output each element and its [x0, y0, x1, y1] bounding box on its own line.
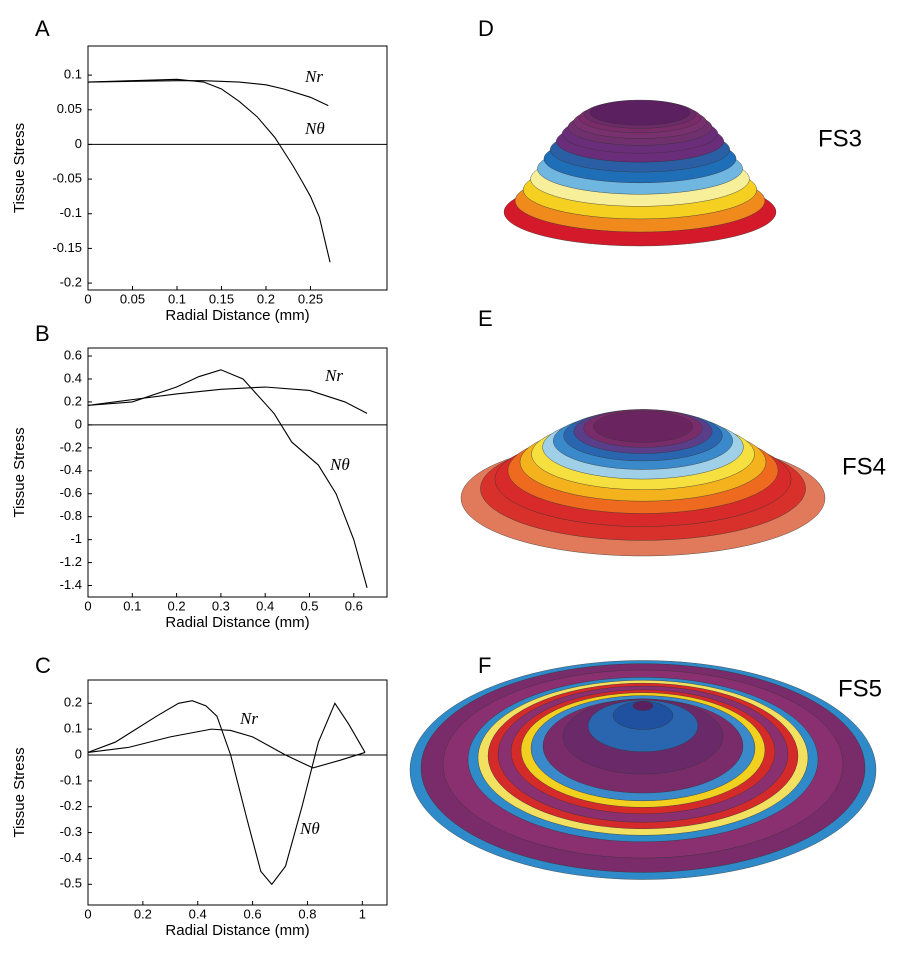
y-tick-label: -1.2 — [60, 554, 82, 569]
y-axis-label: Tissue Stress — [11, 427, 28, 517]
data-line — [87, 80, 329, 107]
x-axis-label: Radial Distance (mm) — [165, 614, 309, 631]
series-label: Nθ — [304, 119, 325, 138]
shape-label: FS4 — [842, 453, 886, 480]
series-label: Nr — [239, 709, 258, 728]
y-tick-label: -0.2 — [60, 439, 82, 454]
x-tick-label: 1 — [359, 906, 366, 921]
y-tick-label: -1.4 — [60, 577, 82, 592]
panel-label: C — [35, 653, 51, 678]
plot-frame — [87, 347, 388, 598]
plot-frame — [87, 45, 388, 291]
y-tick-label: -0.3 — [60, 824, 82, 839]
surface-band — [593, 410, 693, 443]
x-tick-label: 0.25 — [298, 291, 323, 306]
x-axis-label: Radial Distance (mm) — [165, 922, 309, 939]
panel-label: D — [478, 16, 494, 41]
x-tick-label: 0 — [84, 598, 91, 613]
x-tick-label: 0.6 — [244, 906, 262, 921]
panel-label: F — [478, 653, 491, 678]
x-tick-label: 0.6 — [345, 598, 363, 613]
x-tick-label: 0.15 — [209, 291, 234, 306]
y-tick-label: -0.2 — [60, 275, 82, 290]
y-tick-label: -0.6 — [60, 485, 82, 500]
y-tick-label: -0.05 — [52, 171, 82, 186]
panel-label: E — [478, 306, 493, 331]
surface-band — [589, 99, 691, 126]
surface-renderings — [409, 99, 877, 880]
y-tick-label: -0.15 — [52, 240, 82, 255]
y-axis-label: Tissue Stress — [11, 123, 28, 213]
x-tick-label: 0.4 — [256, 598, 274, 613]
y-tick-label: 0 — [75, 416, 82, 431]
y-tick-label: -0.2 — [60, 798, 82, 813]
y-tick-label: 0.4 — [64, 370, 82, 385]
x-tick-label: 0.8 — [298, 906, 316, 921]
x-tick-label: 0.2 — [257, 291, 275, 306]
x-tick-label: 0.3 — [212, 598, 230, 613]
y-tick-label: 0.2 — [64, 393, 82, 408]
panel-label: B — [35, 321, 50, 346]
y-tick-label: -0.5 — [60, 876, 82, 891]
data-line — [87, 728, 366, 769]
y-tick-label: 0 — [75, 136, 82, 151]
y-tick-label: 0.05 — [57, 101, 82, 116]
y-tick-label: -1 — [70, 531, 82, 546]
data-line — [87, 386, 368, 414]
y-tick-label: -0.4 — [60, 850, 82, 865]
y-tick-label: 0.6 — [64, 347, 82, 362]
y-tick-label: -0.8 — [60, 508, 82, 523]
y-tick-label: -0.1 — [60, 772, 82, 787]
x-tick-label: 0.1 — [168, 291, 186, 306]
series-label: Nθ — [299, 819, 320, 838]
y-tick-label: -0.4 — [60, 462, 82, 477]
surface-band — [632, 700, 654, 711]
x-axis-label: Radial Distance (mm) — [165, 307, 309, 324]
series-label: Nθ — [329, 455, 350, 474]
x-tick-label: 0 — [84, 906, 91, 921]
y-tick-label: 0.1 — [64, 67, 82, 82]
data-line — [87, 369, 368, 588]
y-tick-label: 0.1 — [64, 721, 82, 736]
x-tick-label: 0 — [84, 291, 91, 306]
x-tick-label: 0.5 — [300, 598, 318, 613]
shape-label: FS5 — [838, 675, 882, 702]
x-tick-label: 0.4 — [189, 906, 207, 921]
panel-label: A — [35, 16, 50, 41]
y-tick-label: -0.1 — [60, 205, 82, 220]
x-tick-label: 0.2 — [134, 906, 152, 921]
y-tick-label: 0 — [75, 746, 82, 761]
x-tick-label: 0.1 — [123, 598, 141, 613]
x-tick-label: 0.05 — [120, 291, 145, 306]
data-line — [87, 78, 331, 263]
y-axis-label: Tissue Stress — [11, 747, 28, 837]
data-line — [87, 700, 366, 886]
series-label: Nr — [304, 67, 323, 86]
series-label: Nr — [324, 366, 343, 385]
x-tick-label: 0.2 — [168, 598, 186, 613]
shape-label: FS3 — [818, 125, 862, 152]
plot-frame — [87, 679, 388, 906]
y-tick-label: 0.2 — [64, 695, 82, 710]
